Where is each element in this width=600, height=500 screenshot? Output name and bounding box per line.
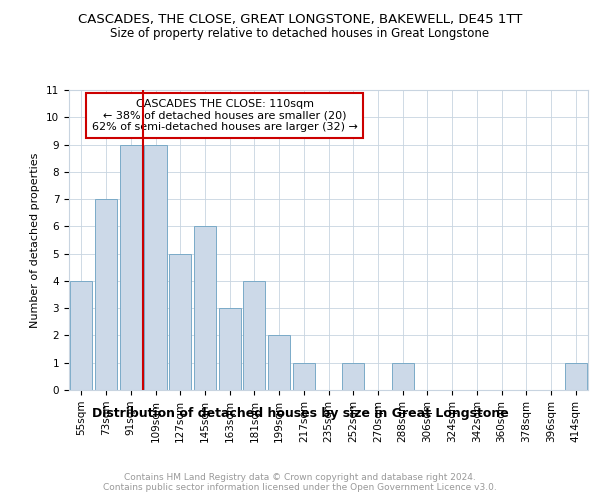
Text: Distribution of detached houses by size in Great Longstone: Distribution of detached houses by size … bbox=[92, 408, 508, 420]
Bar bbox=[293, 362, 315, 390]
Y-axis label: Number of detached properties: Number of detached properties bbox=[31, 152, 40, 328]
Bar bbox=[565, 362, 587, 390]
Text: Size of property relative to detached houses in Great Longstone: Size of property relative to detached ho… bbox=[110, 28, 490, 40]
Bar bbox=[95, 199, 117, 390]
Text: Contains HM Land Registry data © Crown copyright and database right 2024.
Contai: Contains HM Land Registry data © Crown c… bbox=[103, 472, 497, 492]
Bar bbox=[392, 362, 414, 390]
Bar bbox=[268, 336, 290, 390]
Bar bbox=[169, 254, 191, 390]
Bar bbox=[243, 281, 265, 390]
Bar bbox=[70, 281, 92, 390]
Bar bbox=[119, 144, 142, 390]
Bar bbox=[218, 308, 241, 390]
Bar bbox=[342, 362, 364, 390]
Bar bbox=[145, 144, 167, 390]
Text: CASCADES, THE CLOSE, GREAT LONGSTONE, BAKEWELL, DE45 1TT: CASCADES, THE CLOSE, GREAT LONGSTONE, BA… bbox=[78, 12, 522, 26]
Bar bbox=[194, 226, 216, 390]
Text: CASCADES THE CLOSE: 110sqm
← 38% of detached houses are smaller (20)
62% of semi: CASCADES THE CLOSE: 110sqm ← 38% of deta… bbox=[92, 99, 358, 132]
